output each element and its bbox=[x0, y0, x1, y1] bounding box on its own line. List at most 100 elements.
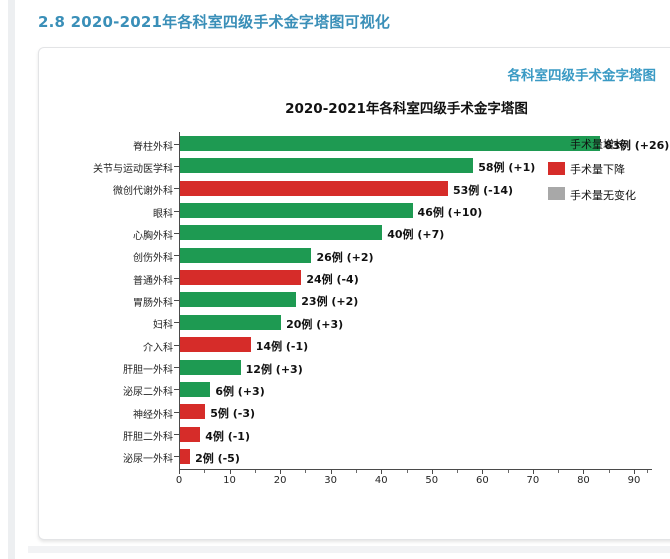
panel-title-link[interactable]: 各科室四级手术金字塔图 bbox=[507, 68, 657, 84]
x-tick-label: 80 bbox=[577, 475, 590, 486]
y-tick bbox=[174, 411, 179, 413]
x-minor-tick bbox=[507, 470, 509, 473]
category-label: 肝胆一外科 bbox=[123, 365, 173, 376]
x-tick bbox=[381, 470, 383, 474]
section-heading-link[interactable]: 2.8 2020-2021年各科室四级手术金字塔图可视化 bbox=[38, 13, 391, 31]
x-tick bbox=[179, 470, 180, 474]
bar-value-label: 4例 (-1) bbox=[205, 429, 250, 443]
y-tick bbox=[174, 255, 179, 257]
y-tick bbox=[174, 456, 179, 458]
bar bbox=[180, 158, 474, 174]
y-tick bbox=[174, 277, 179, 279]
category-label: 介入科 bbox=[143, 342, 173, 354]
bar-value-label: 5例 (-3) bbox=[210, 407, 256, 421]
y-tick bbox=[174, 434, 179, 436]
bar-value-label: 53例 (-14) bbox=[452, 183, 514, 197]
chart-title: 2020-2021年各科室四级手术金字塔图 bbox=[285, 101, 528, 117]
x-minor-tick bbox=[558, 470, 560, 473]
next-section-edge bbox=[28, 546, 670, 553]
x-minor-tick bbox=[305, 470, 307, 473]
bar-value-label: 23例 (+2) bbox=[301, 295, 359, 309]
bar-value-label: 12例 (+3) bbox=[245, 362, 303, 376]
bar bbox=[180, 225, 383, 241]
bar bbox=[180, 136, 600, 151]
bar-value-label: 26例 (+2) bbox=[316, 250, 374, 264]
x-minor-tick bbox=[204, 470, 206, 473]
x-tick bbox=[532, 470, 534, 474]
bar bbox=[180, 180, 448, 196]
category-label: 脊柱外科 bbox=[133, 141, 173, 153]
x-tick bbox=[634, 470, 635, 474]
y-tick bbox=[174, 210, 179, 212]
category-label: 创伤外科 bbox=[133, 253, 173, 265]
y-tick bbox=[174, 389, 179, 391]
y-tick bbox=[174, 232, 179, 234]
x-tick-label: 50 bbox=[425, 475, 439, 486]
legend-swatch-down bbox=[548, 161, 565, 175]
bar bbox=[180, 448, 191, 464]
y-tick bbox=[174, 344, 179, 346]
bar-value-label: 6例 (+3) bbox=[215, 384, 265, 398]
x-tick-label: 70 bbox=[526, 475, 540, 486]
x-minor-tick bbox=[406, 470, 408, 473]
x-tick-label: 40 bbox=[374, 475, 388, 486]
category-label: 胃肠外科 bbox=[133, 297, 173, 309]
bar-value-label: 14例 (-1) bbox=[255, 340, 309, 354]
x-tick bbox=[229, 470, 231, 474]
x-tick-label: 10 bbox=[223, 475, 236, 486]
bar-value-label: 46例 (+10) bbox=[417, 206, 483, 220]
x-minor-tick bbox=[608, 470, 610, 473]
category-label: 肝胆二外科 bbox=[123, 432, 173, 444]
x-tick-label: 60 bbox=[475, 475, 489, 486]
bar bbox=[180, 404, 206, 420]
category-label: 眼科 bbox=[153, 208, 173, 220]
bar bbox=[180, 247, 312, 263]
bar bbox=[180, 203, 413, 219]
bar-value-label: 40例 (+7) bbox=[387, 228, 445, 242]
bar bbox=[180, 337, 251, 353]
bar bbox=[180, 270, 302, 286]
y-tick bbox=[174, 188, 179, 190]
x-minor-tick bbox=[355, 470, 357, 473]
bar-value-label: 58例 (+1) bbox=[478, 161, 536, 175]
bar bbox=[180, 359, 241, 375]
bar-value-label: 20例 (+3) bbox=[286, 317, 344, 331]
chart-panel-card: 各科室四级手术金字塔图 2020-2021年各科室四级手术金字塔图 脊柱外科 83… bbox=[38, 47, 670, 540]
plot-area: 脊柱外科 83例 (+26) 关节与运动医学科 58例 (+1) 微创代谢外科 53例 (… bbox=[39, 48, 670, 539]
y-axis-line bbox=[179, 132, 180, 470]
x-tick-label: 30 bbox=[324, 475, 338, 486]
x-axis-line bbox=[179, 469, 652, 470]
bar-value-label: 2例 (-5) bbox=[195, 451, 240, 465]
x-tick bbox=[583, 470, 585, 474]
category-label: 神经外科 bbox=[133, 409, 173, 421]
page-left-gutter bbox=[8, 0, 15, 559]
x-minor-tick bbox=[646, 470, 648, 473]
legend-label-flat: 手术量无变化 bbox=[570, 188, 636, 202]
bar-value-label: 24例 (-4) bbox=[306, 273, 359, 287]
y-tick bbox=[174, 367, 179, 368]
x-tick-label: 20 bbox=[273, 475, 287, 486]
bar bbox=[180, 426, 201, 442]
x-tick bbox=[482, 470, 484, 474]
bar bbox=[180, 314, 282, 330]
category-label: 心胸外科 bbox=[133, 230, 173, 242]
bar bbox=[180, 381, 211, 397]
legend-label-up: 手术量增长 bbox=[570, 137, 625, 151]
bar bbox=[180, 292, 297, 308]
y-tick bbox=[174, 322, 179, 324]
category-label: 微创代谢外科 bbox=[113, 186, 173, 198]
x-tick-label: 0 bbox=[175, 475, 183, 486]
x-minor-tick bbox=[254, 470, 256, 473]
category-label: 妇科 bbox=[153, 320, 173, 332]
y-tick bbox=[174, 299, 179, 301]
y-tick bbox=[174, 143, 179, 145]
category-label: 普通外科 bbox=[133, 275, 173, 287]
x-tick bbox=[280, 470, 282, 474]
x-tick bbox=[330, 470, 332, 474]
category-label: 关节与运动医学科 bbox=[93, 163, 173, 175]
category-label: 泌尿一外科 bbox=[123, 454, 173, 466]
legend-swatch-flat bbox=[548, 187, 565, 200]
x-tick bbox=[431, 470, 433, 474]
x-tick-label: 90 bbox=[627, 475, 641, 486]
legend-label-down: 手术量下降 bbox=[570, 163, 625, 176]
